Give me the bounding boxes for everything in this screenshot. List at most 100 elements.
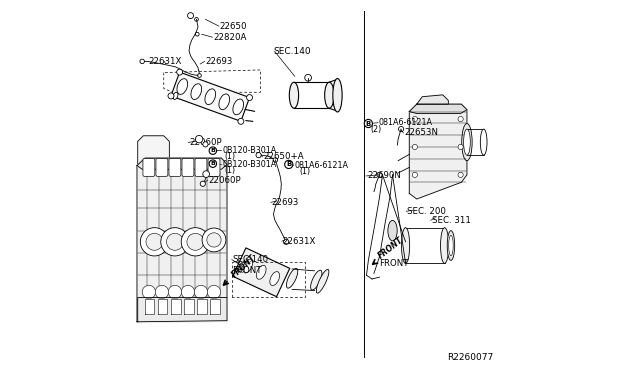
Text: SEC. 311: SEC. 311 <box>431 216 470 225</box>
Text: 22690N: 22690N <box>367 171 401 180</box>
Circle shape <box>305 74 312 81</box>
Polygon shape <box>172 299 180 314</box>
Ellipse shape <box>461 124 472 161</box>
Ellipse shape <box>388 220 397 241</box>
Circle shape <box>273 158 278 162</box>
Text: FRONT: FRONT <box>379 259 409 268</box>
Ellipse shape <box>449 235 453 256</box>
Text: 22653N: 22653N <box>404 128 438 137</box>
Text: 0B120-B301A: 0B120-B301A <box>222 146 276 155</box>
Text: 081A6-6121A: 081A6-6121A <box>379 118 433 127</box>
Polygon shape <box>417 95 449 104</box>
Circle shape <box>187 233 204 250</box>
Ellipse shape <box>219 94 230 110</box>
Ellipse shape <box>173 92 178 99</box>
Polygon shape <box>137 158 227 169</box>
Text: 22631X: 22631X <box>148 57 182 66</box>
FancyBboxPatch shape <box>156 158 168 176</box>
Text: B: B <box>286 161 291 167</box>
Text: (2): (2) <box>371 125 382 134</box>
Circle shape <box>200 181 205 186</box>
Circle shape <box>188 13 193 19</box>
Ellipse shape <box>316 269 329 293</box>
Text: 22650: 22650 <box>220 22 247 31</box>
Text: 081A6-6121A: 081A6-6121A <box>294 161 348 170</box>
Text: 22650+A: 22650+A <box>263 153 304 161</box>
Ellipse shape <box>440 228 449 263</box>
Polygon shape <box>410 104 467 113</box>
Circle shape <box>181 285 195 299</box>
Text: 22631X: 22631X <box>283 237 316 246</box>
Text: 22693: 22693 <box>205 57 233 66</box>
Circle shape <box>142 285 156 299</box>
Circle shape <box>412 144 417 150</box>
Ellipse shape <box>287 268 298 288</box>
Circle shape <box>161 228 189 256</box>
Circle shape <box>195 285 207 299</box>
Circle shape <box>284 239 289 244</box>
Circle shape <box>166 233 184 250</box>
Text: B: B <box>211 148 215 153</box>
Ellipse shape <box>233 99 244 115</box>
Text: 22693: 22693 <box>271 198 299 207</box>
Text: (1): (1) <box>225 166 236 175</box>
Ellipse shape <box>205 89 216 105</box>
Circle shape <box>140 59 145 64</box>
Circle shape <box>209 147 216 154</box>
FancyBboxPatch shape <box>208 158 220 176</box>
Circle shape <box>256 153 261 158</box>
Circle shape <box>412 172 417 177</box>
Text: FRONT: FRONT <box>230 253 258 279</box>
FancyBboxPatch shape <box>143 158 155 176</box>
Ellipse shape <box>463 129 470 155</box>
Circle shape <box>399 126 404 132</box>
Ellipse shape <box>177 78 188 94</box>
Text: (1): (1) <box>225 152 236 161</box>
Circle shape <box>207 233 221 247</box>
Circle shape <box>181 228 209 256</box>
Circle shape <box>177 69 182 75</box>
Ellipse shape <box>333 78 342 112</box>
Text: (1): (1) <box>299 167 310 176</box>
Text: SEC.140: SEC.140 <box>232 255 269 264</box>
Circle shape <box>458 172 463 177</box>
Text: 22060P: 22060P <box>209 176 241 185</box>
Text: SEC. 200: SEC. 200 <box>407 207 446 216</box>
Text: FRONT: FRONT <box>232 266 261 275</box>
Polygon shape <box>158 299 168 314</box>
Text: B: B <box>211 161 215 166</box>
Polygon shape <box>137 158 227 322</box>
Circle shape <box>207 285 221 299</box>
Circle shape <box>168 93 174 99</box>
Polygon shape <box>211 299 220 314</box>
Circle shape <box>209 160 216 167</box>
Text: R2260077: R2260077 <box>447 353 493 362</box>
Circle shape <box>195 17 198 21</box>
Text: B: B <box>365 121 371 126</box>
Circle shape <box>198 74 202 77</box>
Circle shape <box>246 94 253 100</box>
Circle shape <box>203 142 208 147</box>
Ellipse shape <box>401 228 410 263</box>
Circle shape <box>203 171 209 177</box>
Polygon shape <box>410 104 467 199</box>
Ellipse shape <box>191 84 202 99</box>
Circle shape <box>412 116 417 122</box>
Text: 22060P: 22060P <box>189 138 221 147</box>
Circle shape <box>458 144 463 150</box>
Polygon shape <box>184 299 193 314</box>
Text: 0B120-B301A: 0B120-B301A <box>222 160 276 169</box>
Ellipse shape <box>257 265 266 279</box>
Polygon shape <box>197 299 207 314</box>
Ellipse shape <box>324 82 334 108</box>
Polygon shape <box>138 298 227 322</box>
Ellipse shape <box>481 129 487 155</box>
Polygon shape <box>233 248 290 297</box>
Circle shape <box>377 172 382 177</box>
Circle shape <box>238 118 244 124</box>
Circle shape <box>285 160 293 169</box>
Circle shape <box>458 116 463 122</box>
Circle shape <box>202 228 226 252</box>
Polygon shape <box>145 299 154 314</box>
Circle shape <box>140 228 168 256</box>
